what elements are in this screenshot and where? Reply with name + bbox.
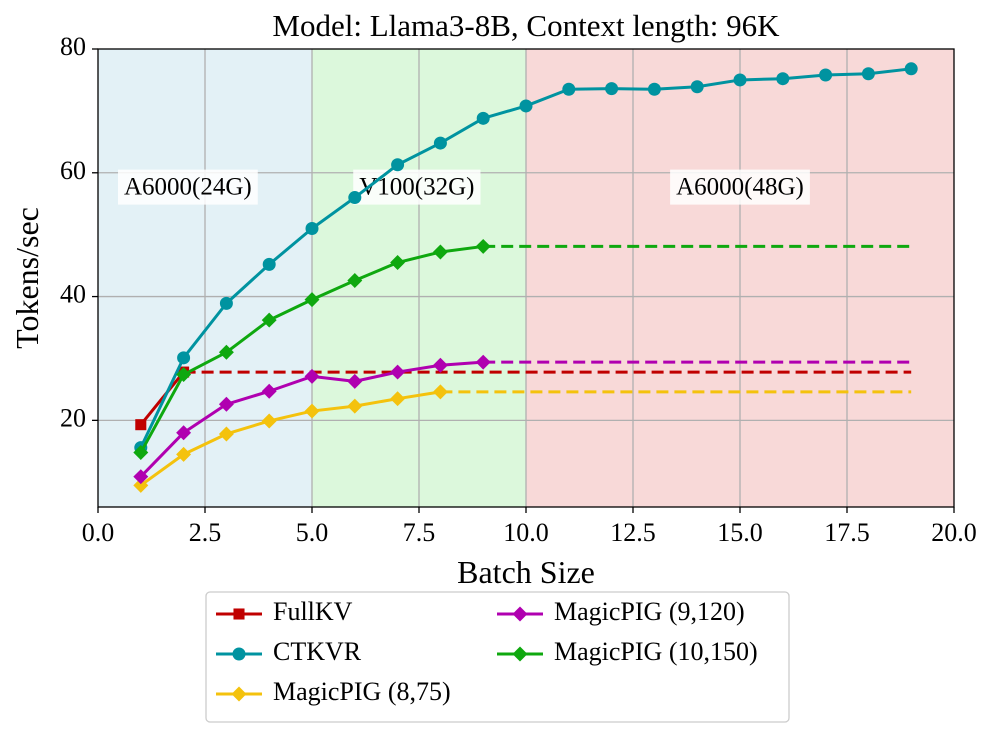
region-label-text: V100(32G) <box>359 174 474 201</box>
series-ctkvr-point <box>262 257 276 271</box>
series-magicpig-9-120-point <box>432 357 448 373</box>
legend-item-magicpig-8-75: MagicPIG (8,75) <box>216 677 451 706</box>
series-ctkvr-point <box>348 191 362 205</box>
y-tick-label: 20 <box>60 403 86 432</box>
series-magicpig-10-150-point <box>218 344 234 360</box>
legend-label: MagicPIG (9,120) <box>554 597 745 626</box>
series-magicpig-8-75-point <box>347 398 363 414</box>
chart-title: Model: Llama3-8B, Context length: 96K <box>272 8 780 43</box>
legend-label: MagicPIG (8,75) <box>273 677 451 706</box>
series-magicpig-10-150-point <box>347 273 363 288</box>
series-ctkvr-point <box>433 136 447 150</box>
legend-item-magicpig-9-120: MagicPIG (9,120) <box>497 597 745 626</box>
legend-box <box>205 591 790 723</box>
hardware-region-labels: A6000(24G) V100(32G) A6000(48G) <box>117 169 810 205</box>
series-ctkvr-point <box>519 99 533 113</box>
series-magicpig-10-150-point <box>390 255 406 271</box>
region-label-v100-32g: V100(32G) <box>353 169 481 205</box>
series-magicpig-10-150-point <box>304 292 320 308</box>
series-magicpig-9-120-point <box>176 425 192 441</box>
y-tick-label: 80 <box>60 32 86 61</box>
legend-swatch-marker <box>512 606 528 622</box>
series-lines <box>133 62 918 493</box>
legend-item-fullkv: FullKV <box>216 597 353 626</box>
series-magicpig-9-120-point <box>133 469 149 485</box>
series-ctkvr-point <box>861 67 875 81</box>
x-tick-label: 0.0 <box>82 518 115 547</box>
region-label-a6000-48g: A6000(48G) <box>670 169 810 205</box>
series-magicpig-9-120-point <box>218 396 234 412</box>
y-tick-label: 60 <box>60 156 86 185</box>
legend-swatch-marker <box>231 686 247 702</box>
series-ctkvr-point <box>177 351 191 365</box>
region-label-text: A6000(24G) <box>124 174 252 201</box>
series-fullkv-line <box>139 371 185 426</box>
series-ctkvr-point <box>219 296 233 310</box>
legend-swatch-marker <box>512 646 528 662</box>
series-ctkvr-point <box>305 221 319 235</box>
series-magicpig-9-120-point <box>475 354 491 370</box>
x-tick-label: 15.0 <box>717 518 763 547</box>
series-magicpig-10-150-point <box>176 367 192 383</box>
legend-swatch-marker <box>233 608 245 620</box>
series-magicpig-9-120-point <box>261 383 277 399</box>
series-magicpig-8-75 <box>133 384 912 493</box>
x-tick-label: 7.5 <box>403 518 436 547</box>
series-ctkvr-point <box>605 82 619 96</box>
legend-swatch-marker <box>232 647 246 661</box>
series-ctkvr <box>134 62 918 455</box>
region-label-text: A6000(48G) <box>676 174 804 201</box>
series-ctkvr-point <box>391 158 405 172</box>
series-magicpig-8-75-point <box>176 446 192 462</box>
x-tick-label: 20.0 <box>931 518 977 547</box>
y-axis-label: Tokens/sec <box>9 207 45 349</box>
legend-item-magicpig-10-150: MagicPIG (10,150) <box>497 637 758 666</box>
series-ctkvr-point <box>647 82 661 96</box>
legend: FullKV CTKVR MagicPIG (8,75) MagicPIG (9,12… <box>205 591 790 723</box>
x-axis-label: Batch Size <box>457 554 595 590</box>
legend-item-ctkvr: CTKVR <box>216 637 362 666</box>
region-label-box <box>353 169 481 205</box>
series-magicpig-10-150-point <box>133 445 149 461</box>
series-magicpig-9-120-point <box>347 373 363 389</box>
series-fullkv-point <box>135 419 147 431</box>
series-magicpig-8-75-point <box>432 384 448 400</box>
series-magicpig-8-75-point <box>133 477 149 493</box>
x-tick-label: 12.5 <box>610 518 656 547</box>
series-magicpig-8-75-point <box>304 403 320 419</box>
series-ctkvr-point <box>562 82 576 96</box>
x-tick-label: 10.0 <box>503 518 549 547</box>
x-tick-label: 17.5 <box>824 518 870 547</box>
legend-label: FullKV <box>273 597 353 626</box>
series-ctkvr-point <box>776 72 790 86</box>
series-ctkvr-point <box>819 68 833 82</box>
series-magicpig-8-75-point <box>390 391 406 407</box>
series-ctkvr-point <box>690 80 704 94</box>
series-magicpig-10-150-point <box>261 312 277 328</box>
x-tick-label: 5.0 <box>296 518 329 547</box>
series-magicpig-10-150-point <box>432 244 448 260</box>
series-magicpig-9-120-point <box>390 364 406 380</box>
region-label-box <box>117 169 258 205</box>
series-ctkvr-point <box>904 62 918 76</box>
region-label-a6000-24g: A6000(24G) <box>117 169 258 205</box>
series-ctkvr-point <box>476 111 490 125</box>
x-tick-label: 2.5 <box>189 518 222 547</box>
series-magicpig-9-120 <box>133 354 912 485</box>
series-magicpig-8-75-point <box>218 426 234 442</box>
region-label-box <box>670 169 810 205</box>
series-magicpig-9-120-point <box>304 368 320 384</box>
series-magicpig-10-150-point <box>475 238 491 254</box>
axis-ticks: 0.0 2.5 5.0 7.5 10.0 12.5 15.0 17.5 20.0 20 40 60 80 <box>60 32 977 547</box>
legend-label: MagicPIG (10,150) <box>554 637 758 666</box>
series-magicpig-8-75-point <box>261 413 277 429</box>
series-ctkvr-point <box>733 73 747 87</box>
y-tick-label: 40 <box>60 280 86 309</box>
legend-label: CTKVR <box>273 637 362 666</box>
series-magicpig-8-75-line <box>139 390 441 487</box>
series-magicpig-10-150 <box>133 238 912 461</box>
